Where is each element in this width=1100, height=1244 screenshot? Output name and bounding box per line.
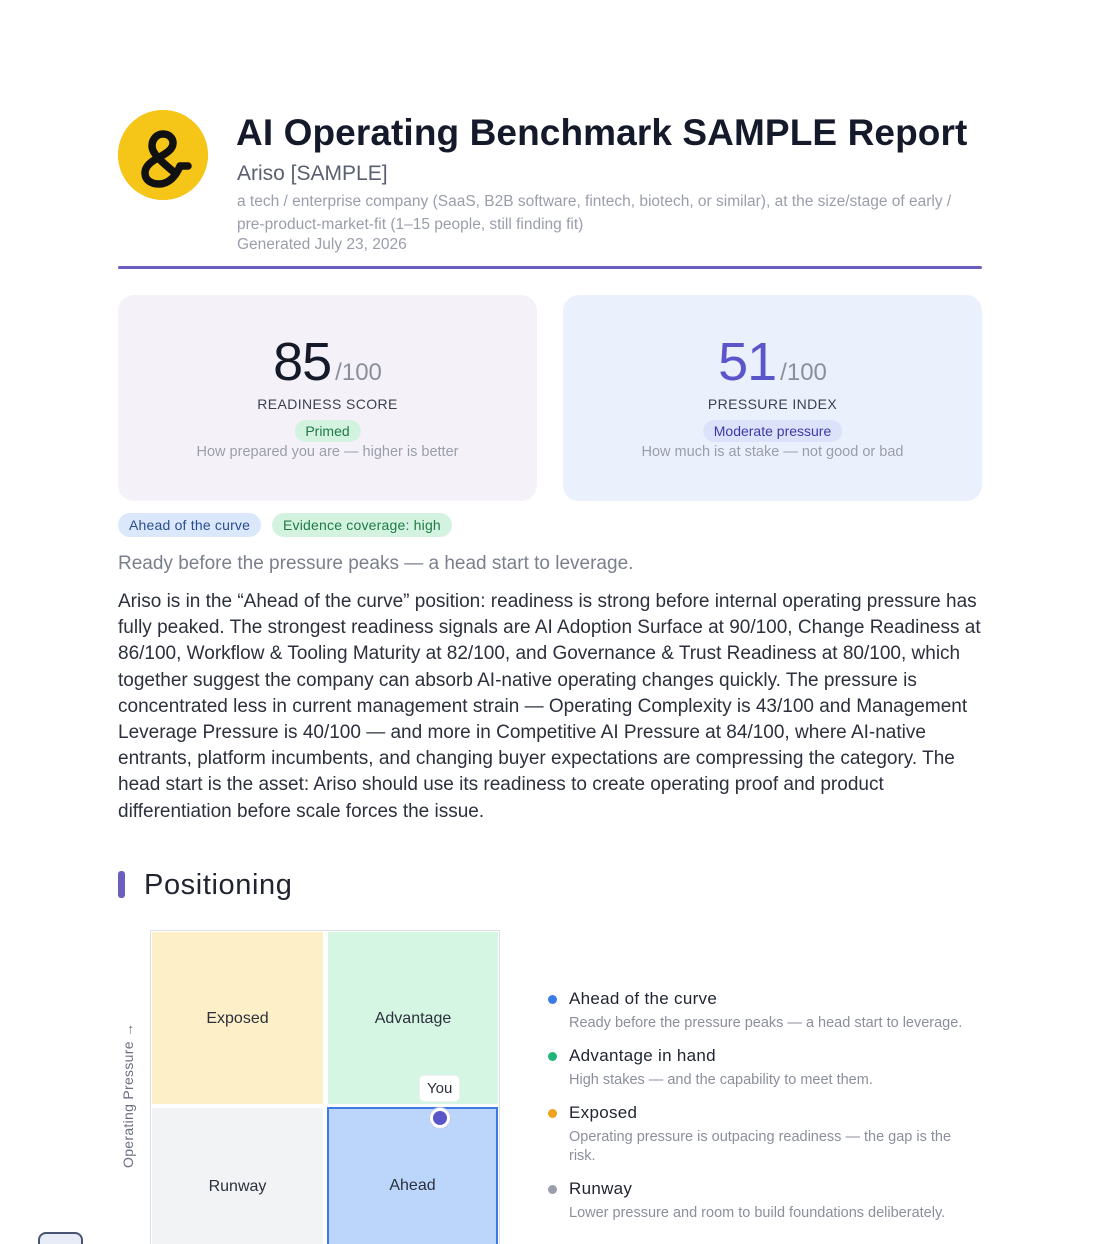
ampersand-logo-icon [118,110,208,200]
legend-dot-icon [548,1185,557,1194]
report-title: AI Operating Benchmark SAMPLE Report [236,112,968,153]
positioning-section-title: Positioning [144,869,293,901]
pressure-index-card: 51/100 PRESSURE INDEX Moderate pressure … [563,295,982,501]
quadrant-exposed: Exposed [152,932,323,1104]
company-logo [118,110,208,200]
section-accent-bar [118,871,125,898]
quadrant-frame [150,930,500,1244]
readiness-score-help: How prepared you are — higher is better [196,444,459,460]
you-marker-label: You [420,1076,460,1101]
legend-description: Ready before the pressure peaks — a head… [569,1015,963,1031]
readiness-status-badge: Primed [294,420,361,442]
quadrant-exposed-label: Exposed [206,1010,269,1027]
y-axis-label: Operating Pressure → [120,1022,136,1168]
pressure-index-label: PRESSURE INDEX [707,396,838,412]
evidence-coverage-chip: Evidence coverage: high [272,513,452,537]
readiness-score-label: READINESS SCORE [257,396,398,412]
legend-title: Advantage in hand [569,1046,716,1065]
quadrant-ahead-label: Ahead [389,1177,436,1194]
readiness-score-value: 85 [273,332,332,392]
quadrant-advantage: Advantage [328,932,498,1104]
header-divider [118,266,982,269]
floating-action-button[interactable] [38,1232,83,1244]
summary-paragraph: Ariso is in the “Ahead of the curve” pos… [118,591,981,822]
legend-dot-icon [548,1052,557,1061]
company-name: Ariso [SAMPLE] [237,162,388,185]
generated-date: Generated July 23, 2026 [237,236,407,253]
pressure-index-help: How much is at stake — not good or bad [641,444,904,460]
summary-tagline: Ready before the pressure peaks — a head… [118,553,634,574]
position-chip: Ahead of the curve [118,513,262,537]
pressure-status-badge: Moderate pressure [702,420,843,442]
company-description: a tech / enterprise company (SaaS, B2B s… [237,193,952,233]
readiness-score-denominator: /100 [335,359,382,386]
quadrant-runway-label: Runway [208,1178,267,1195]
legend-dot-icon [548,1109,557,1118]
readiness-score-card: 85/100 READINESS SCORE Primed How prepar… [118,295,537,501]
pressure-index-value: 51 [718,332,777,392]
quadrant-advantage-label: Advantage [374,1010,452,1027]
legend-title: Exposed [569,1103,638,1122]
quadrant-ahead: Ahead [327,1107,498,1244]
legend-title: Ahead of the curve [569,989,718,1008]
legend-description: Lower pressure and room to build foundat… [569,1205,946,1221]
quadrant-runway: Runway [152,1108,323,1244]
pressure-index-denominator: /100 [780,359,827,386]
you-marker-dot [430,1108,450,1128]
legend-description: High stakes — and the capability to meet… [569,1072,873,1088]
legend-title: Runway [569,1179,633,1198]
legend-dot-icon [548,995,557,1004]
legend-description: Operating pressure is outpacing readines… [569,1129,952,1164]
